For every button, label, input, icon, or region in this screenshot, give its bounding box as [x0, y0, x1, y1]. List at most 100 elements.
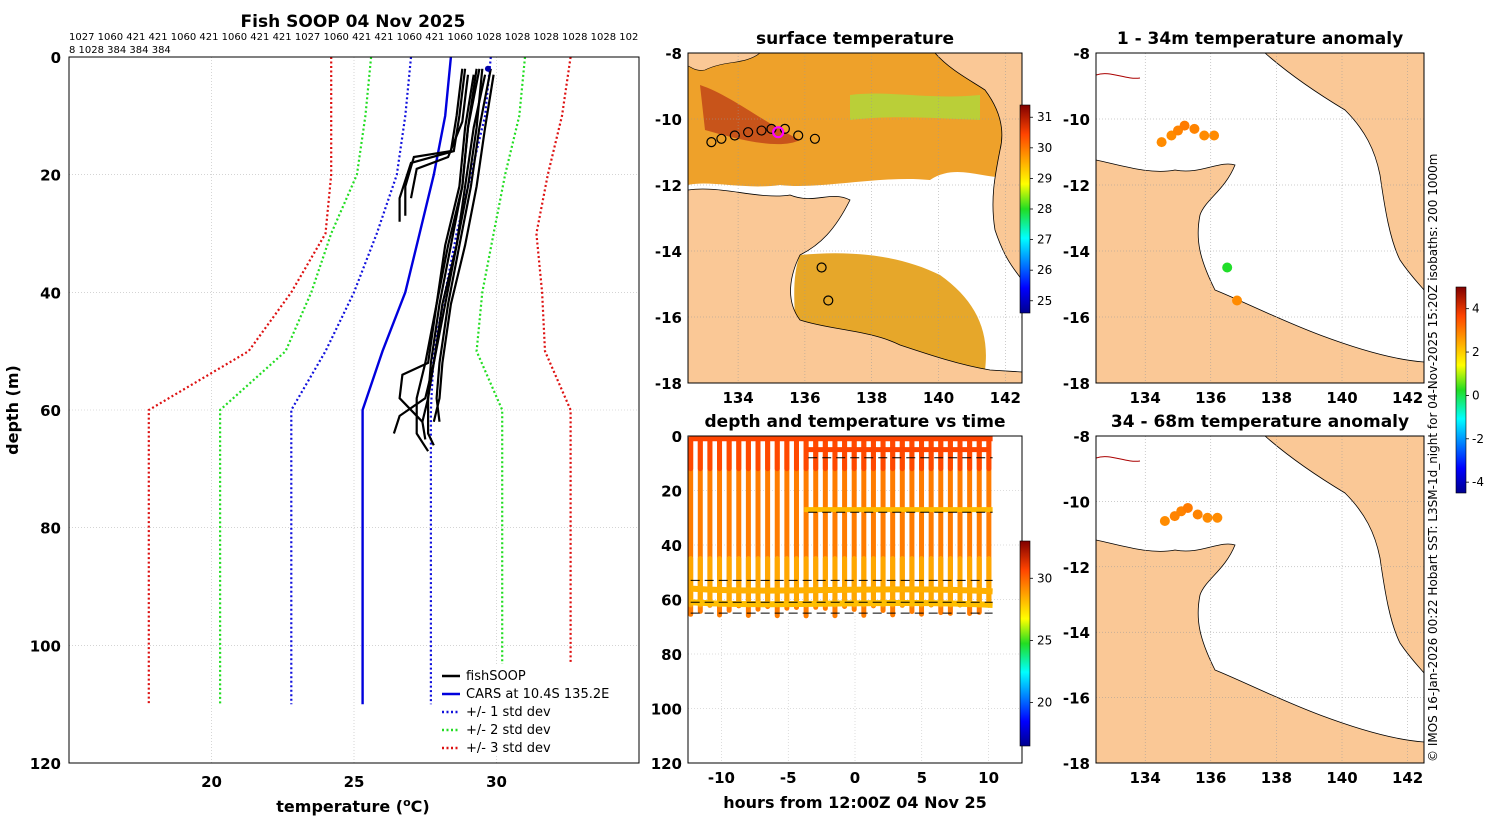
sst-land-southwest — [688, 294, 760, 383]
profile-ylabel: depth (m) — [3, 365, 22, 455]
anomaly-shallow-xtick-label: 140 — [1326, 389, 1357, 407]
profile-ytick-label: 120 — [30, 755, 61, 773]
fishsoop-profile-line — [398, 68, 478, 423]
sst-map-xtick-label: 138 — [856, 389, 887, 407]
anomaly-colorbar — [1455, 286, 1467, 494]
time-xtick-label: -10 — [708, 769, 735, 787]
sst-sample-marker — [716, 133, 727, 144]
time-xtick-label: 10 — [978, 769, 999, 787]
sst-map-ytick-label: -8 — [665, 45, 682, 63]
profile-line--2-std-dev — [219, 57, 373, 705]
sst-sample-marker — [816, 262, 827, 273]
anomaly-colorbar-label: 0 — [1472, 388, 1480, 402]
sst-sample-marker — [756, 125, 767, 136]
sst-sample-marker — [743, 127, 754, 138]
time-ytick-label: 20 — [661, 483, 682, 501]
time-ytick-label: 80 — [661, 646, 682, 664]
sst-land-cape-york — [934, 53, 1022, 281]
time-colorbar — [1019, 540, 1031, 747]
profile-ytick-label: 60 — [40, 402, 61, 420]
legend-label: CARS at 10.4S 135.2E — [466, 687, 609, 702]
sst-sample-marker — [823, 295, 834, 306]
sst-map-panel: surface temperature 134 136 138 140 142 -8 -10… — [655, 29, 1052, 407]
legend-label: fishSOOP — [466, 669, 526, 684]
time-ytick-label: 60 — [661, 592, 682, 610]
profile-ticks: 20 25 30 0 20 40 60 80 100 120 — [30, 49, 507, 791]
anomaly-colorbar-label: -2 — [1472, 432, 1484, 446]
anomaly-deep-xtick-label: 138 — [1261, 769, 1292, 787]
fishsoop-profile-line — [432, 74, 495, 423]
sst-map-title: surface temperature — [756, 29, 954, 49]
anomaly-colorbar-label: 4 — [1472, 302, 1480, 316]
anomaly-deep-ytick-label: -8 — [1073, 428, 1090, 446]
anomaly-deep-xtick-label: 140 — [1326, 769, 1357, 787]
profile-line--1-std-dev — [429, 57, 492, 705]
sst-sample-marker — [729, 130, 740, 141]
anomaly-colorbar-label: 2 — [1472, 345, 1480, 359]
anomaly-shallow-ytick-label: -8 — [1073, 45, 1090, 63]
profile-xtick-label: 30 — [486, 773, 507, 791]
time-panel-title: depth and temperature vs time — [705, 412, 1006, 432]
profile-line-cars-at-10-4s-135-2e — [361, 57, 453, 705]
sst-map-xtick-label: 134 — [722, 389, 753, 407]
time-ytick-label: 40 — [661, 537, 682, 555]
sst-sample-marker — [706, 137, 717, 148]
sst-current-position-marker — [772, 126, 785, 139]
fishsoop-profile-line — [435, 68, 492, 422]
anomaly-shallow-isobath — [1096, 73, 1141, 79]
sst-map-xtick-label: 140 — [923, 389, 954, 407]
anomaly-map-shallow: 1 - 34m temperature anomaly 134 136 138 140… — [1063, 29, 1425, 407]
sst-map-ticks: 134 136 138 140 142 -8 -10 -12 -14 -16 -18 — [655, 45, 1021, 407]
anomaly-shallow-field — [1096, 53, 1424, 383]
anomaly-shallow-ytick-label: -18 — [1063, 375, 1090, 393]
profile-series — [147, 57, 572, 705]
anomaly-shallow-ytick-label: -12 — [1063, 177, 1090, 195]
sst-colorbar-label: 25 — [1037, 294, 1052, 308]
anomaly-shallow-points — [1156, 120, 1243, 306]
time-colorbar-label: 25 — [1037, 633, 1052, 647]
sst-colorbar — [1019, 104, 1031, 314]
sst-colorbar-label: 27 — [1037, 233, 1052, 247]
sst-map-ytick-label: -10 — [655, 111, 682, 129]
legend-label: +/- 1 std dev — [466, 705, 551, 720]
anomaly-deep-frame — [1095, 435, 1425, 764]
sst-map-ytick-label: -16 — [655, 309, 682, 327]
anomaly-deep-point — [1159, 516, 1170, 527]
time-deep-tow-track — [690, 585, 993, 595]
sst-land-northwest — [688, 53, 761, 71]
time-colorbar-ticks: 20 25 30 — [1030, 571, 1052, 710]
time-colorbar-label: 20 — [1037, 696, 1052, 710]
anomaly-shallow-xtick-label: 134 — [1130, 389, 1161, 407]
anomaly-deep-point — [1212, 512, 1223, 523]
profile-ytick-label: 0 — [51, 49, 61, 67]
anomaly-shallow-point — [1222, 262, 1233, 273]
anomaly-shallow-title: 1 - 34m temperature anomaly — [1117, 29, 1403, 49]
profile-subtitle-line-2: 8 1028 384 384 384 — [69, 45, 171, 56]
anomaly-shallow-ytick-label: -14 — [1063, 243, 1090, 261]
sst-land-mainland — [688, 188, 1022, 383]
sst-colorbar-label: 31 — [1037, 110, 1052, 124]
anomaly-shallow-ytick-label: -16 — [1063, 309, 1090, 327]
time-ytick-label: 100 — [651, 701, 682, 719]
fishsoop-profile-line — [392, 74, 487, 434]
sst-colorbar-label: 26 — [1037, 263, 1052, 277]
anomaly-deep-xtick-label: 136 — [1195, 769, 1226, 787]
copyright-note: © IMOS 16-Jan-2026 00:22 Hobart SST: L3S… — [1426, 154, 1440, 762]
anomaly-deep-isobath — [1096, 456, 1141, 462]
anomaly-deep-xtick-label: 134 — [1130, 769, 1161, 787]
anomaly-shallow-point — [1189, 123, 1200, 134]
profile-axes-frame — [68, 56, 640, 764]
profile-panel: Fish SOOP 04 Nov 2025 1027 1060 421 421 … — [3, 12, 640, 817]
sst-sample-marker — [809, 133, 821, 144]
sst-sample-marker — [779, 123, 790, 134]
sst-colorbar-label: 28 — [1037, 202, 1052, 216]
anomaly-map-deep: 34 - 68m temperature anomaly 134 136 138 14… — [1063, 286, 1484, 787]
time-series — [688, 436, 993, 619]
profile-surface-marker — [484, 65, 491, 72]
anomaly-deep-points — [1159, 502, 1223, 527]
profile-xlabel: temperature (oC) — [276, 796, 429, 817]
sst-map-xtick-label: 136 — [789, 389, 820, 407]
sst-sample-markers — [706, 123, 834, 306]
fishsoop-profile-line — [404, 68, 464, 216]
